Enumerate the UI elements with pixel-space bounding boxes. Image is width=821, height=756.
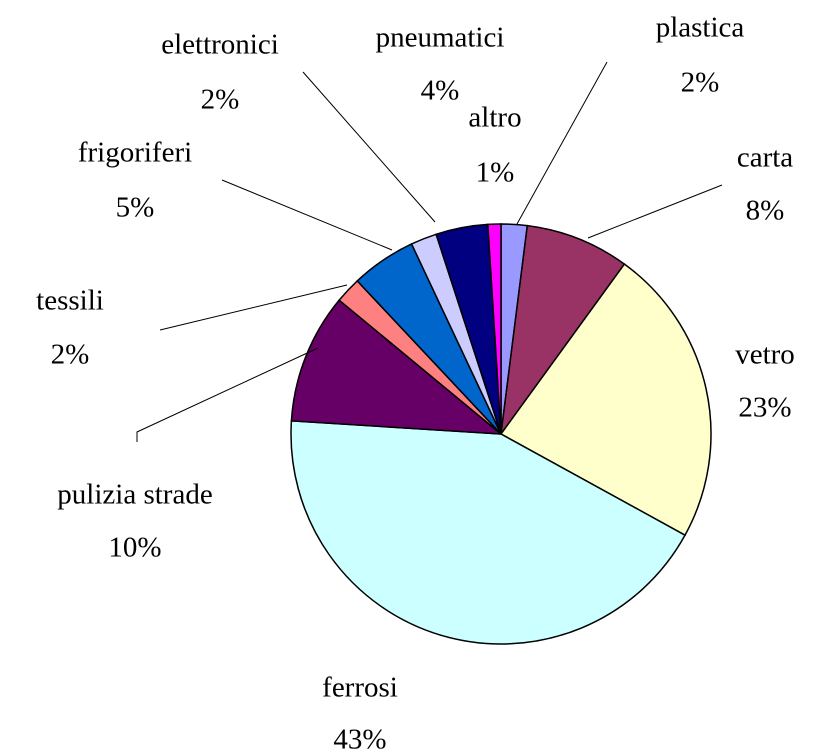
leader-line [516, 61, 608, 225]
pie-slice [500, 224, 626, 435]
slice-label: ferrosi [322, 672, 398, 704]
slice-percent: 8% [746, 195, 785, 227]
slice-percent: 5% [116, 192, 155, 224]
slice-percent: 2% [51, 339, 90, 371]
slice-label: tessili [36, 285, 104, 317]
slice-label: altro [468, 102, 521, 134]
pie-slice [290, 299, 504, 435]
leader-line [159, 284, 348, 331]
leader-line [136, 347, 319, 442]
slice-label: plastica [656, 12, 745, 44]
pie-slice [499, 263, 712, 537]
leader-line [221, 179, 393, 251]
slice-percent: 4% [421, 75, 460, 107]
slice-label: vetro [735, 339, 795, 371]
slice-percent: 1% [476, 157, 515, 189]
slice-percent: 10% [108, 532, 161, 564]
slice-percent: 2% [201, 84, 240, 116]
pie-slice [487, 223, 502, 435]
leader-line [587, 184, 723, 239]
slice-percent: 2% [681, 67, 720, 99]
slice-label: pneumatici [376, 22, 505, 54]
slice-label: elettronici [161, 29, 279, 61]
slice-label: carta [737, 142, 793, 174]
slice-percent: 23% [738, 392, 791, 424]
slice-label: pulizia strade [57, 479, 212, 511]
leader-line [302, 71, 436, 223]
pie-slice [290, 420, 687, 645]
slice-percent: 43% [333, 724, 386, 756]
slice-label: frigoriferi [78, 137, 192, 169]
